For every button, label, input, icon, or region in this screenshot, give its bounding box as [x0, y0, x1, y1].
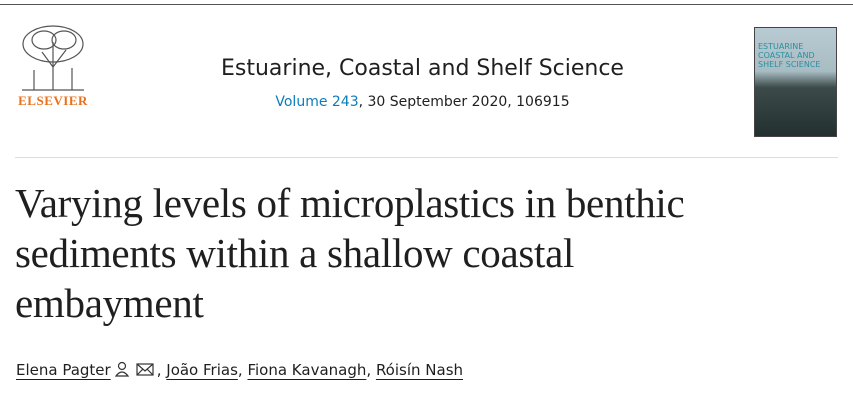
author-separator: , [156, 361, 162, 379]
cover-line: COASTAL AND [758, 51, 815, 60]
cover-line: SHELF SCIENCE [758, 60, 821, 69]
article-title: Varying levels of microplastics in benth… [15, 178, 685, 328]
author-separator: , [366, 361, 372, 379]
author-link[interactable]: João Frias [166, 361, 238, 379]
publisher-name: ELSEVIER [18, 93, 88, 108]
publisher-logo[interactable] [14, 22, 92, 92]
author-link[interactable]: Elena Pagter [16, 361, 111, 379]
author-list: Elena Pagter, João Frias, Fiona Kavanagh… [16, 361, 463, 379]
separator [15, 157, 838, 158]
author-icons[interactable] [114, 361, 157, 377]
title-line: embayment [15, 280, 204, 326]
volume-link[interactable]: Volume 243 [275, 94, 359, 110]
author-separator: , [237, 361, 243, 379]
top-border [0, 4, 853, 5]
issue-details: , 30 September 2020, 106915 [358, 94, 570, 110]
journal-cover[interactable]: ESTUARINE COASTAL AND SHELF SCIENCE [754, 27, 837, 137]
volume-info: Volume 243, 30 September 2020, 106915 [100, 94, 745, 110]
cover-line: ESTUARINE [758, 42, 804, 51]
journal-title[interactable]: Estuarine, Coastal and Shelf Science [221, 56, 624, 81]
title-line: Varying levels of microplastics in benth… [15, 180, 685, 226]
author-link[interactable]: Fiona Kavanagh [247, 361, 367, 379]
title-line: sediments within a shallow coastal [15, 230, 575, 276]
author-link[interactable]: Róisín Nash [375, 361, 464, 379]
cover-title: ESTUARINE COASTAL AND SHELF SCIENCE [758, 42, 820, 69]
